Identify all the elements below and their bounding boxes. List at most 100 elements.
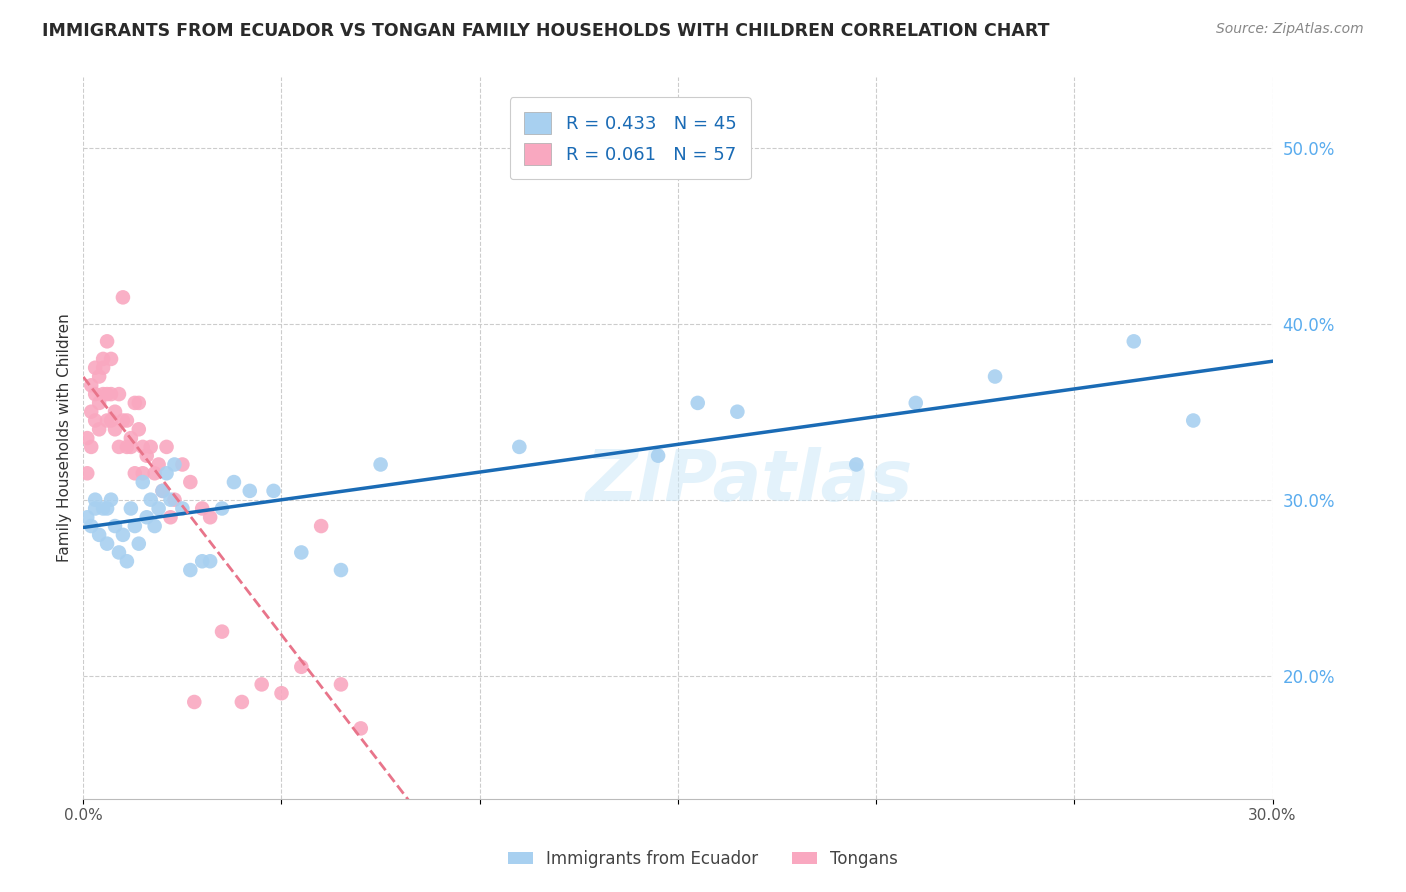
Point xyxy=(104,422,127,436)
Point xyxy=(183,695,205,709)
Point xyxy=(222,475,245,489)
Point xyxy=(84,492,107,507)
Point xyxy=(1122,334,1144,349)
Y-axis label: Family Households with Children: Family Households with Children xyxy=(58,314,72,563)
Point xyxy=(211,624,233,639)
Point xyxy=(1182,413,1205,427)
Point xyxy=(96,536,118,550)
Point xyxy=(163,458,186,472)
Point xyxy=(191,501,214,516)
Point xyxy=(96,501,118,516)
Point xyxy=(84,360,107,375)
Point xyxy=(100,351,122,366)
Point xyxy=(91,501,114,516)
Point xyxy=(108,440,131,454)
Point xyxy=(89,369,111,384)
Point xyxy=(139,440,162,454)
Legend: Immigrants from Ecuador, Tongans: Immigrants from Ecuador, Tongans xyxy=(502,844,904,875)
Point xyxy=(104,519,127,533)
Point xyxy=(128,536,150,550)
Point xyxy=(135,449,157,463)
Point xyxy=(111,528,134,542)
Point xyxy=(132,467,155,481)
Point xyxy=(115,413,138,427)
Point xyxy=(155,467,177,481)
Point xyxy=(330,677,353,691)
Point xyxy=(250,677,273,691)
Point xyxy=(239,483,262,498)
Point xyxy=(80,440,103,454)
Point xyxy=(198,510,221,524)
Point xyxy=(725,405,748,419)
Point xyxy=(132,440,155,454)
Point xyxy=(179,563,201,577)
Point xyxy=(115,440,138,454)
Point xyxy=(128,396,150,410)
Point xyxy=(80,405,103,419)
Point xyxy=(115,554,138,568)
Point xyxy=(330,563,353,577)
Point xyxy=(647,449,669,463)
Point xyxy=(290,660,312,674)
Point xyxy=(686,396,709,410)
Point xyxy=(211,501,233,516)
Point xyxy=(108,387,131,401)
Text: IMMIGRANTS FROM ECUADOR VS TONGAN FAMILY HOUSEHOLDS WITH CHILDREN CORRELATION CH: IMMIGRANTS FROM ECUADOR VS TONGAN FAMILY… xyxy=(42,22,1050,40)
Point xyxy=(100,387,122,401)
Point xyxy=(904,396,927,410)
Point xyxy=(84,387,107,401)
Point xyxy=(96,334,118,349)
Text: ZIPatlas: ZIPatlas xyxy=(585,447,912,516)
Point xyxy=(76,510,98,524)
Point xyxy=(89,528,111,542)
Point xyxy=(508,440,530,454)
Point xyxy=(179,475,201,489)
Point xyxy=(163,492,186,507)
Legend: R = 0.433   N = 45, R = 0.061   N = 57: R = 0.433 N = 45, R = 0.061 N = 57 xyxy=(510,97,751,179)
Point xyxy=(172,458,194,472)
Point xyxy=(120,501,142,516)
Point xyxy=(104,405,127,419)
Point xyxy=(91,351,114,366)
Point xyxy=(309,519,332,533)
Point xyxy=(845,458,868,472)
Point xyxy=(84,501,107,516)
Point xyxy=(148,501,170,516)
Point xyxy=(120,431,142,445)
Point xyxy=(191,554,214,568)
Point xyxy=(124,519,146,533)
Point xyxy=(100,413,122,427)
Point xyxy=(128,422,150,436)
Point xyxy=(91,387,114,401)
Point xyxy=(80,378,103,392)
Point xyxy=(108,545,131,559)
Point xyxy=(143,519,166,533)
Point xyxy=(91,360,114,375)
Point xyxy=(350,722,373,736)
Point xyxy=(80,519,103,533)
Point xyxy=(89,422,111,436)
Point xyxy=(84,413,107,427)
Point xyxy=(111,413,134,427)
Point xyxy=(270,686,292,700)
Point xyxy=(124,467,146,481)
Point xyxy=(132,475,155,489)
Point xyxy=(370,458,392,472)
Point xyxy=(152,483,174,498)
Point xyxy=(76,431,98,445)
Point xyxy=(96,413,118,427)
Point xyxy=(152,483,174,498)
Point xyxy=(100,492,122,507)
Point xyxy=(96,387,118,401)
Point xyxy=(263,483,285,498)
Point xyxy=(120,440,142,454)
Point xyxy=(111,290,134,304)
Point xyxy=(290,545,312,559)
Point xyxy=(984,369,1007,384)
Point xyxy=(159,510,181,524)
Point xyxy=(148,458,170,472)
Text: Source: ZipAtlas.com: Source: ZipAtlas.com xyxy=(1216,22,1364,37)
Point xyxy=(155,440,177,454)
Point xyxy=(139,492,162,507)
Point xyxy=(198,554,221,568)
